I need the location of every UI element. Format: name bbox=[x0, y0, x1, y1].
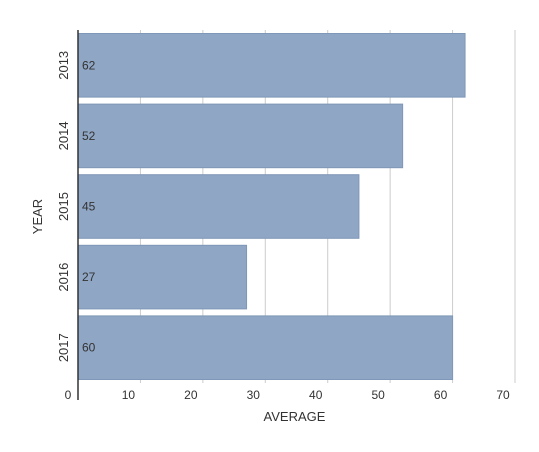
y-axis-title: YEAR bbox=[30, 199, 45, 234]
y-tick-label-2015: 2015 bbox=[56, 192, 71, 221]
x-tick-label-60: 60 bbox=[434, 388, 448, 402]
y-axis-ticks: 2013 2014 2015 2016 2017 bbox=[56, 51, 71, 362]
bar-value-label-2013: 62 bbox=[82, 58, 96, 72]
y-tick-label-2017: 2017 bbox=[56, 333, 71, 362]
bar-value-label-2017: 60 bbox=[82, 341, 96, 355]
x-tick-label-10: 10 bbox=[122, 388, 136, 402]
y-tick-label-2013: 2013 bbox=[56, 51, 71, 80]
bar-2017 bbox=[77, 315, 454, 380]
bar-2016 bbox=[77, 244, 248, 310]
x-tick-label-70: 70 bbox=[496, 388, 510, 402]
x-tick-label-50: 50 bbox=[371, 388, 385, 402]
x-tick-label-0: 0 bbox=[65, 388, 72, 402]
x-tick-label-40: 40 bbox=[309, 388, 323, 402]
bars: 62 52 45 27 60 bbox=[77, 33, 466, 380]
y-tick-label-2016: 2016 bbox=[56, 263, 71, 292]
x-tick-label-20: 20 bbox=[184, 388, 198, 402]
x-axis-ticks: 0 10 20 30 40 50 60 70 bbox=[65, 388, 510, 402]
bar-value-label-2016: 27 bbox=[82, 270, 96, 284]
y-tick-label-2014: 2014 bbox=[56, 121, 71, 150]
bar-2014 bbox=[77, 103, 404, 169]
bar-2013 bbox=[77, 33, 466, 98]
bar-2015 bbox=[77, 174, 360, 239]
bar-value-label-2014: 52 bbox=[82, 129, 96, 143]
x-tick-label-30: 30 bbox=[247, 388, 261, 402]
x-axis-title: AVERAGE bbox=[264, 409, 326, 424]
bar-value-label-2015: 45 bbox=[82, 200, 96, 214]
